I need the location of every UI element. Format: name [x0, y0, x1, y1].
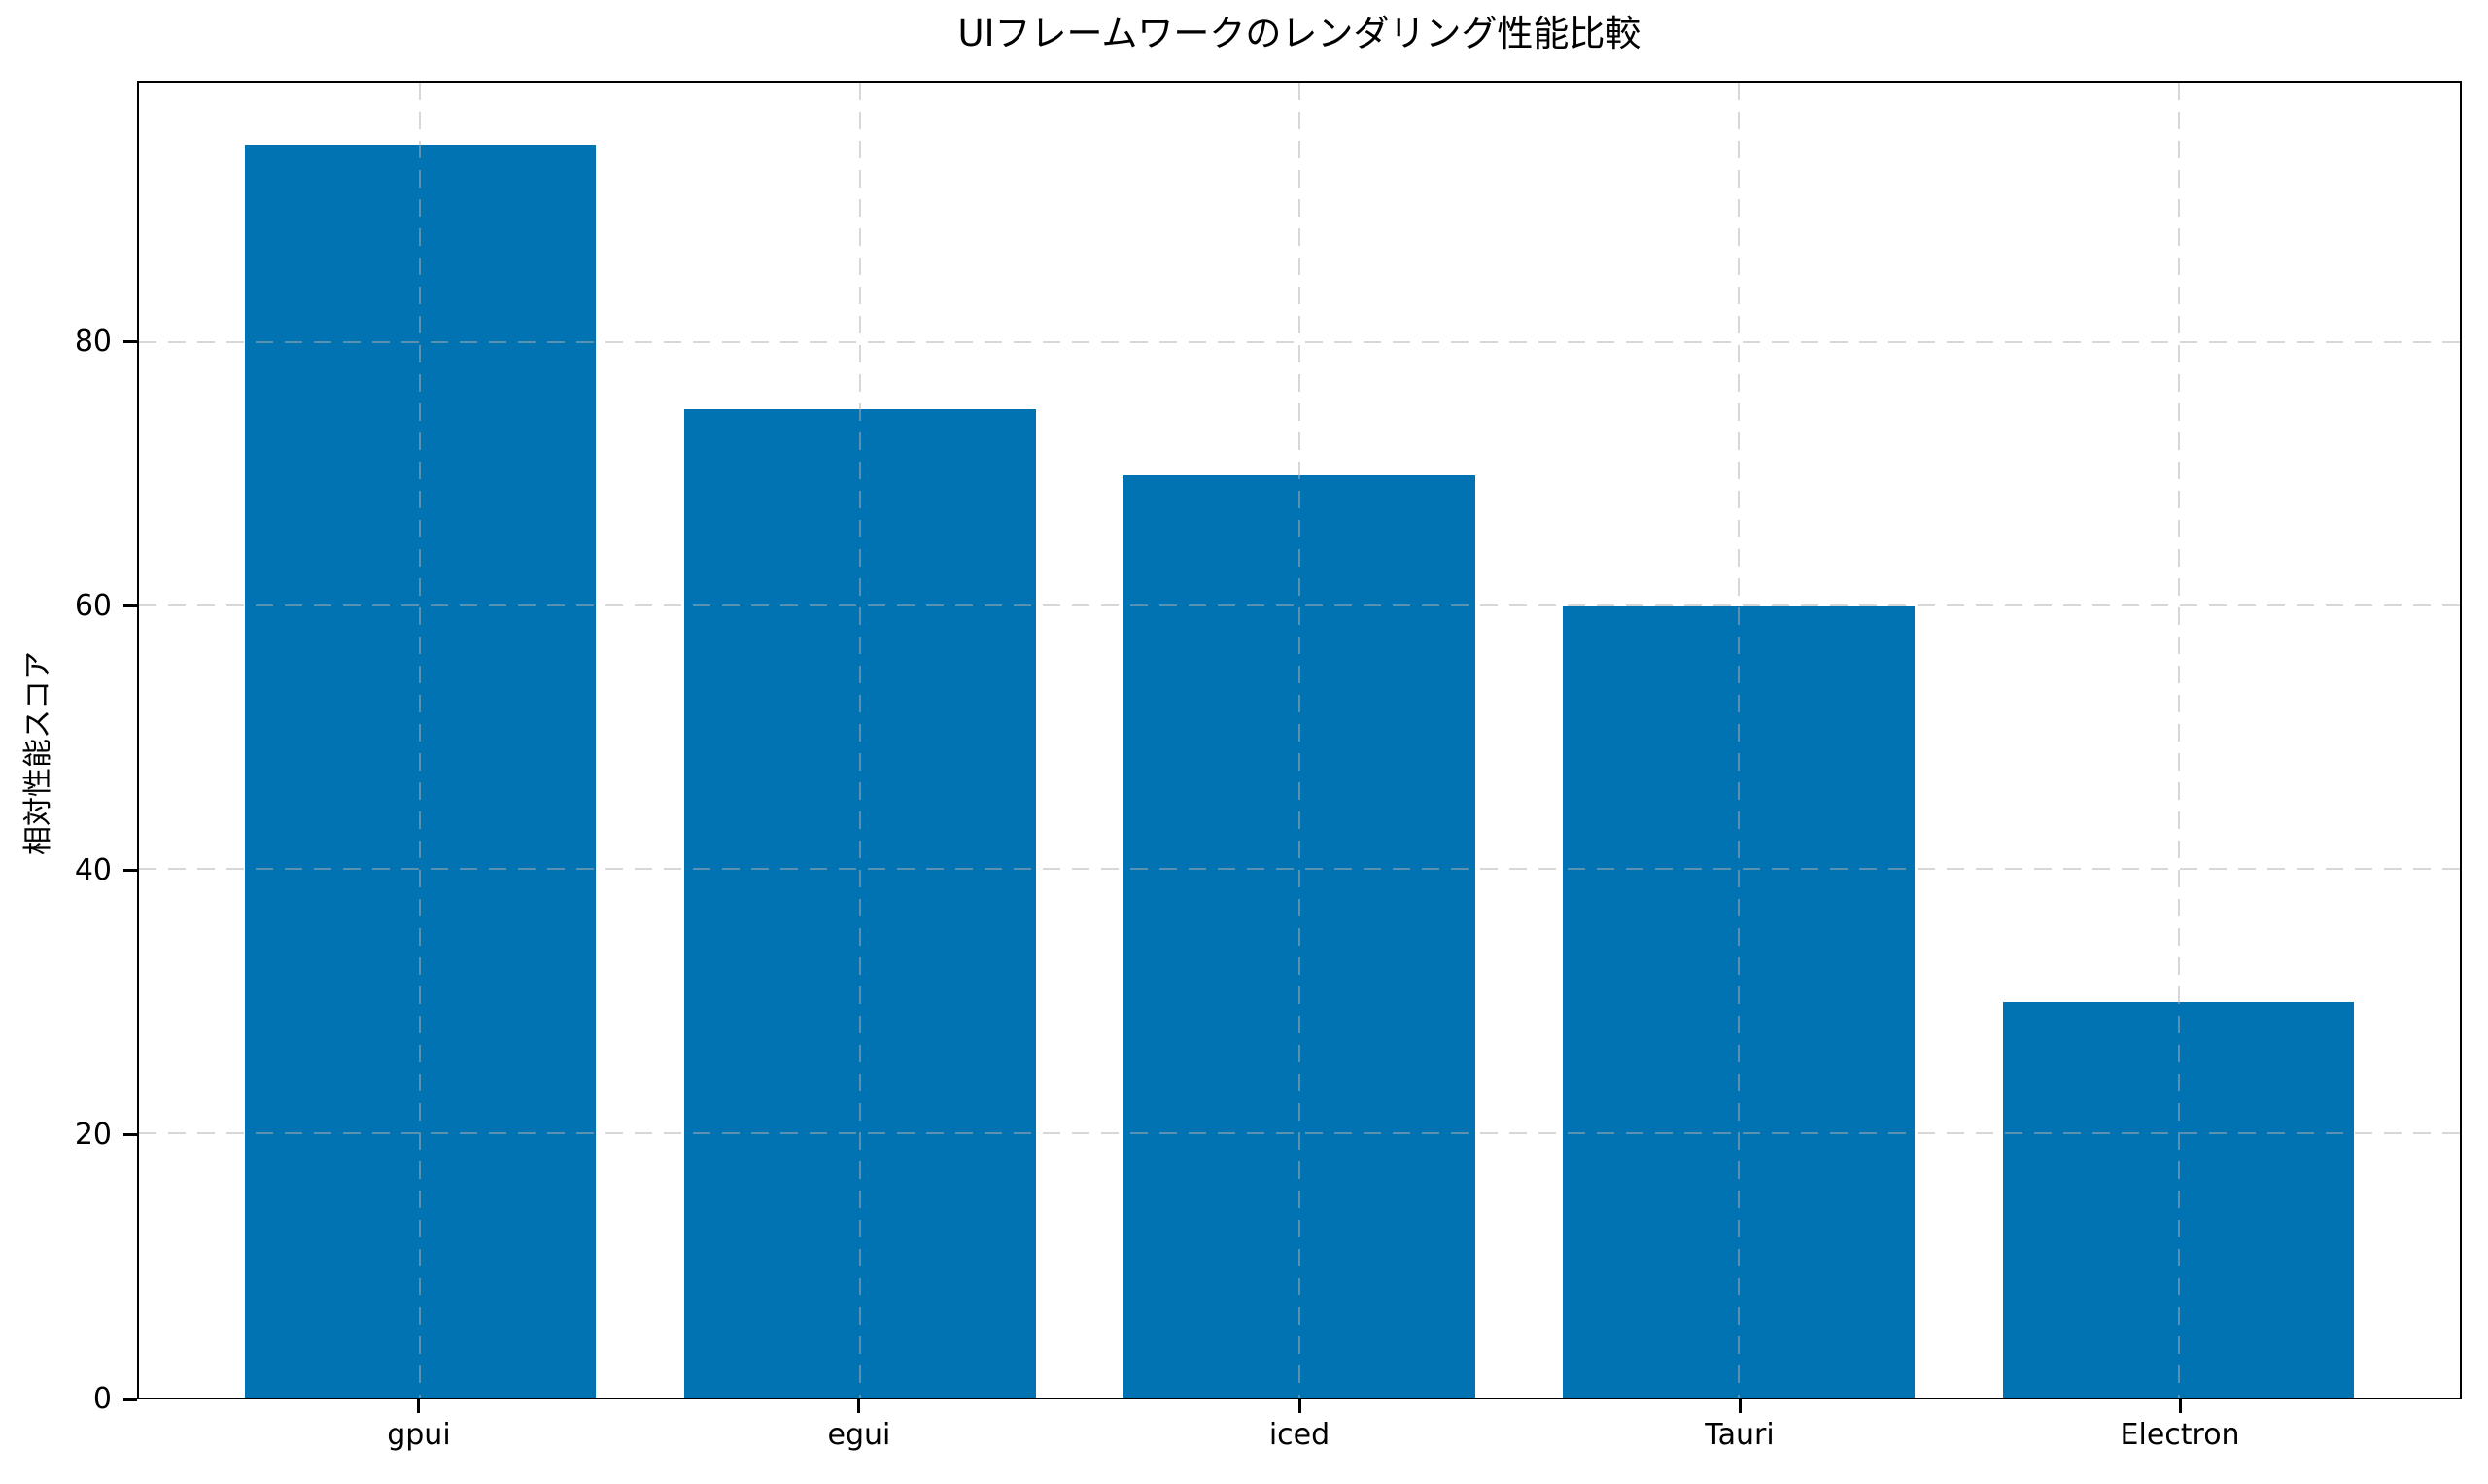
gridline-vertical-Electron: [2177, 83, 2180, 1398]
y-tick-label-60: 60: [74, 588, 112, 623]
y-tick-mark-0: [123, 1398, 137, 1401]
y-tick-label-0: 0: [92, 1382, 112, 1416]
x-tick-mark-egui: [857, 1399, 861, 1413]
y-tick-mark-20: [123, 1133, 137, 1137]
x-tick-label-Electron: Electron: [2120, 1418, 2240, 1452]
y-tick-label-40: 40: [74, 852, 112, 887]
plot-area: [137, 81, 2462, 1399]
x-tick-label-gpui: gpui: [387, 1418, 451, 1452]
x-tick-mark-iced: [1297, 1399, 1301, 1413]
gridline-vertical-iced: [1298, 83, 1300, 1398]
x-tick-label-egui: egui: [827, 1418, 891, 1452]
y-tick-mark-60: [123, 604, 137, 608]
chart-title: UIフレームワークのレンダリング性能比較: [957, 13, 1641, 54]
x-tick-label-iced: iced: [1268, 1418, 1330, 1452]
y-axis-label: 相対性能スコア: [21, 651, 55, 855]
gridline-vertical-gpui: [419, 83, 422, 1398]
x-tick-mark-gpui: [417, 1399, 421, 1413]
x-tick-label-Tauri: Tauri: [1705, 1418, 1775, 1452]
x-tick-mark-Electron: [2178, 1399, 2182, 1413]
y-tick-mark-80: [123, 340, 137, 344]
y-tick-mark-40: [123, 869, 137, 873]
x-tick-mark-Tauri: [1738, 1399, 1742, 1413]
gridline-vertical-egui: [858, 83, 861, 1398]
gridline-vertical-Tauri: [1738, 83, 1741, 1398]
y-tick-label-80: 80: [74, 324, 112, 359]
y-tick-label-20: 20: [74, 1117, 112, 1152]
